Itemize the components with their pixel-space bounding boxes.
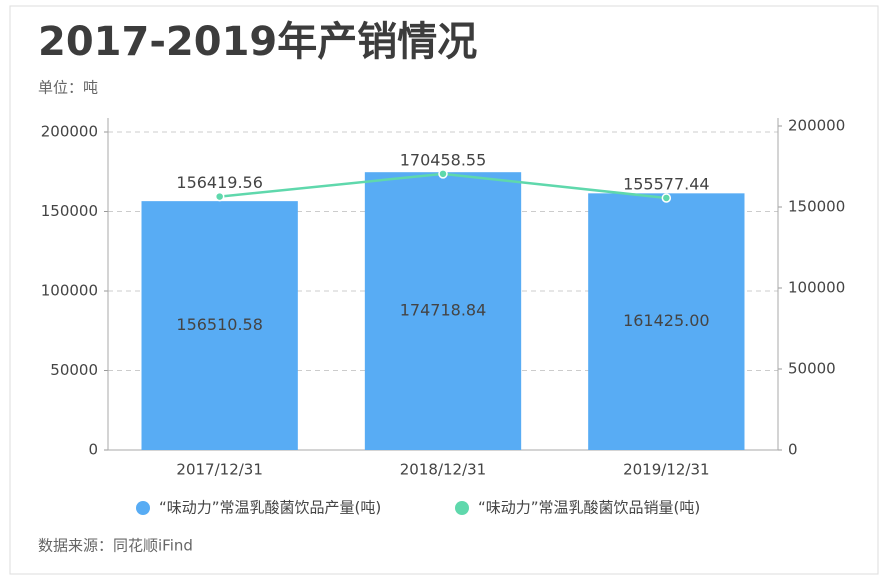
y-tick-label: 150000	[41, 202, 98, 220]
y2-tick-label: 0	[788, 441, 798, 459]
subtitle: 单位：吨	[38, 79, 98, 97]
bar	[588, 193, 745, 451]
y2-tick-label: 100000	[788, 279, 845, 297]
y2-tick-label: 150000	[788, 198, 845, 216]
bar-value-label: 161425.00	[623, 311, 710, 330]
legend-marker	[136, 501, 150, 515]
legend-marker	[455, 501, 469, 515]
y2-tick-label: 200000	[788, 117, 845, 135]
line-point	[661, 193, 672, 203]
x-tick-label: 2018/12/31	[400, 461, 486, 479]
bar-value-label: 174718.84	[400, 301, 487, 320]
y2-tick-label: 50000	[788, 360, 836, 378]
bar-value-label: 156510.58	[176, 315, 263, 334]
legend-label: “味动力”常温乳酸菌饮品销量(吨)	[478, 499, 700, 517]
y-tick-label: 50000	[50, 361, 98, 379]
x-tick-label: 2019/12/31	[623, 461, 709, 479]
line-point	[438, 169, 448, 179]
y-tick-label: 100000	[41, 282, 98, 300]
bar	[364, 172, 522, 451]
line-point	[214, 191, 225, 202]
chart-title: 2017-2019年产销情况	[38, 19, 477, 65]
legend-label: “味动力”常温乳酸菌饮品产量(吨)	[159, 499, 381, 517]
y-tick-label: 0	[88, 441, 98, 459]
line-value-label: 155577.44	[623, 174, 710, 193]
source: 数据来源：同花顺iFind	[38, 537, 193, 555]
line-value-label: 170458.55	[400, 150, 487, 169]
line-value-label: 156419.56	[176, 173, 263, 192]
bar	[141, 201, 298, 450]
x-tick-label: 2017/12/31	[176, 461, 262, 479]
y-tick-label: 200000	[41, 123, 98, 141]
